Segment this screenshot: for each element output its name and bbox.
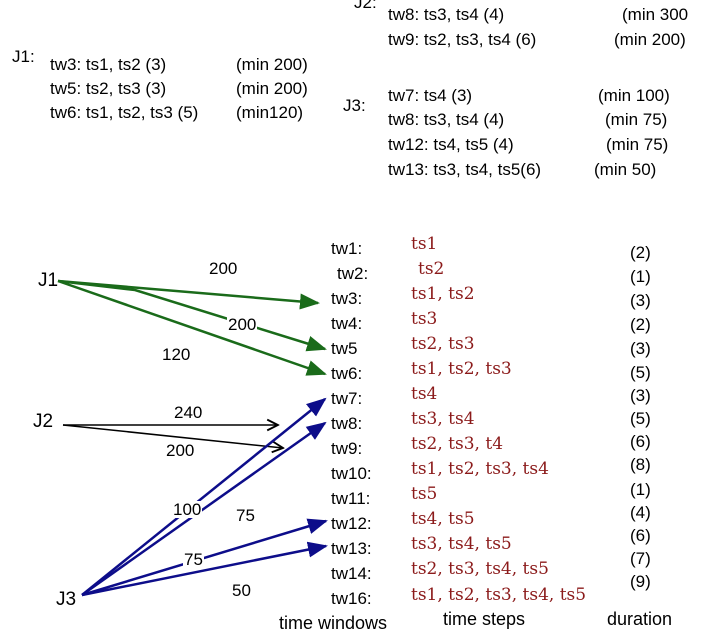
tw-label: tw4: xyxy=(331,314,363,333)
edge-label-j1-tw5: 200 xyxy=(227,315,258,334)
tw-label: tw6: xyxy=(331,364,363,383)
tw-label: tw8: xyxy=(331,414,363,433)
ts-label: ts1, ts2, ts3 xyxy=(411,359,512,379)
j3-row-3-text: tw12: ts4, ts5 (4) xyxy=(388,135,514,154)
j3-row-1-text: tw7: ts4 (3) xyxy=(388,86,473,105)
edge-label-j1-tw3: 200 xyxy=(209,259,238,278)
duration-label: (8) xyxy=(630,455,651,474)
edge-label-j3-tw8: 75 xyxy=(236,506,255,525)
duration-label: (5) xyxy=(630,363,651,382)
j3-row-2-min: (min 75) xyxy=(605,110,668,129)
ts-label: ts3 xyxy=(411,309,438,329)
j2-row-2-text: tw9: ts2, ts3, ts4 (6) xyxy=(388,30,537,49)
edge-label-j3-tw7: 100 xyxy=(172,500,203,519)
duration-label: (3) xyxy=(630,291,651,310)
j3-row-3-min: (min 75) xyxy=(606,135,669,154)
edge-label-j1-tw6: 120 xyxy=(162,345,191,364)
ts-label: ts1 xyxy=(411,234,438,254)
arrow-j1-tw5 xyxy=(57,279,327,352)
arrow-j3-tw12 xyxy=(81,518,328,597)
tw-label: tw14: xyxy=(331,564,372,583)
j2-row-2-min: (min 200) xyxy=(614,30,686,49)
duration-label: (1) xyxy=(630,480,651,499)
arrow-j1-tw3 xyxy=(57,279,320,310)
ts-label: ts1, ts2 xyxy=(411,284,475,304)
tw-label: tw12: xyxy=(331,514,372,533)
j2-row-1-min: (min 300 xyxy=(622,5,689,24)
j3-row-4-text: tw13: ts3, ts4, ts5(6) xyxy=(388,160,542,179)
tw-label: tw7: xyxy=(331,389,363,408)
ts-label: ts2 xyxy=(418,259,445,279)
time-windows-caption: time windows xyxy=(279,613,388,633)
ts-label: ts3, ts4, ts5 xyxy=(411,534,512,554)
tw-label: tw2: xyxy=(337,264,369,283)
tw-label: tw10: xyxy=(331,464,372,483)
ts-label: ts2, ts3, t4 xyxy=(411,434,504,454)
job-j2-node: J2 xyxy=(33,411,54,432)
ts-label: ts1, ts2, ts3, ts4 xyxy=(411,459,549,479)
duration-caption: duration xyxy=(607,609,673,629)
tw-label: tw9: xyxy=(331,439,363,458)
j1-row-2-text: tw5: ts2, ts3 (3) xyxy=(50,79,167,98)
ts-label: ts2, ts3 xyxy=(411,334,475,354)
edge-label-j3-tw13: 50 xyxy=(232,581,251,600)
ts-label: ts3, ts4 xyxy=(411,409,475,429)
ts-label: ts4, ts5 xyxy=(411,509,475,529)
edge-label-j2-tw8: 200 xyxy=(166,441,195,460)
duration-label: (1) xyxy=(630,267,651,286)
ts-label: ts5 xyxy=(411,484,438,504)
duration-label: (4) xyxy=(630,503,651,522)
duration-label: (7) xyxy=(630,549,651,568)
tw-label: tw5 xyxy=(331,339,358,358)
job-j1-node: J1 xyxy=(38,270,59,291)
duration-label: (3) xyxy=(630,339,651,358)
ts-label: ts4 xyxy=(411,384,438,404)
edge-label-j3-tw12: 75 xyxy=(183,550,204,569)
job-j3-node: J3 xyxy=(56,589,77,610)
edge-label-j2-tw7: 240 xyxy=(174,403,203,422)
time-steps-caption: time steps xyxy=(443,609,526,629)
duration-label: (2) xyxy=(630,315,651,334)
arrow-j1-tw6 xyxy=(57,279,327,376)
j1-row-2-min: (min 200) xyxy=(236,79,308,98)
j3-list-label: J3: xyxy=(343,96,366,115)
arrow-j2-tw8 xyxy=(62,424,283,448)
arrow-j3-tw13 xyxy=(81,541,328,597)
duration-label: (9) xyxy=(630,572,651,591)
tw-label: tw1: xyxy=(331,239,363,258)
duration-label: (2) xyxy=(630,243,651,262)
duration-label: (5) xyxy=(630,409,651,428)
j3-row-4-min: (min 50) xyxy=(594,160,657,179)
arrow-j3-tw8 xyxy=(81,421,327,597)
ts-label: ts2, ts3, ts4, ts5 xyxy=(411,559,549,579)
duration-label: (6) xyxy=(630,526,651,545)
j3-row-1-min: (min 100) xyxy=(598,86,670,105)
j1-row-1-min: (min 200) xyxy=(236,55,308,74)
j1-row-3-text: tw6: ts1, ts2, ts3 (5) xyxy=(50,103,199,122)
duration-label: (6) xyxy=(630,432,651,451)
j3-row-2-text: tw8: ts3, ts4 (4) xyxy=(388,110,505,129)
duration-label: (3) xyxy=(630,386,651,405)
ts-label: ts1, ts2, ts3, ts4, ts5 xyxy=(411,585,587,605)
arrow-j3-tw7 xyxy=(81,397,327,596)
j2-row-1-text: tw8: ts3, ts4 (4) xyxy=(388,5,505,24)
tw-label: tw13: xyxy=(331,539,372,558)
tw-label: tw3: xyxy=(331,289,363,308)
j1-row-1-text: tw3: ts1, ts2 (3) xyxy=(50,55,167,74)
j1-list-label: J1: xyxy=(12,47,35,66)
tw-label: tw11: xyxy=(331,489,371,508)
tw-label: tw16: xyxy=(331,589,372,608)
j1-row-3-min: (min120) xyxy=(236,103,304,122)
j2-list-label: J2: xyxy=(354,0,377,12)
